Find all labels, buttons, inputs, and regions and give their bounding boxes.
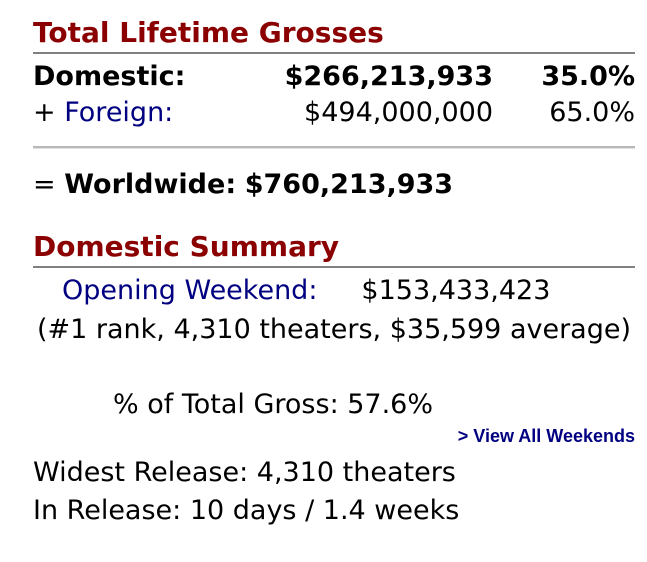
worldwide-gross: = Worldwide: $760,213,933 [33, 167, 453, 203]
foreign-prefix: + [33, 97, 65, 128]
foreign-label-cell: + Foreign: [33, 95, 255, 131]
domestic-summary-rule [33, 266, 635, 268]
foreign-link[interactable]: Foreign: [64, 97, 174, 128]
opening-weekend-link[interactable]: Opening Weekend: [62, 275, 318, 306]
percent-of-total-gross: % of Total Gross: 57.6% [113, 389, 434, 420]
opening-weekend-detail: (#1 rank, 4,310 theaters, $35,599 averag… [36, 314, 632, 345]
domestic-gross-row: Domestic: $266,213,933 35.0% [33, 59, 635, 95]
opening-weekend-value: $153,433,423 [361, 275, 551, 306]
domestic-label: Domestic: [33, 61, 186, 92]
domestic-percent: 35.0% [541, 61, 635, 92]
domestic-summary-title: Domestic Summary [33, 230, 340, 263]
view-all-weekends-link[interactable]: > View All Weekends [457, 426, 635, 446]
foreign-percent: 65.0% [549, 97, 635, 128]
widest-release: Widest Release: 4,310 theaters [33, 457, 456, 488]
foreign-gross-row: + Foreign: $494,000,000 65.0% [33, 95, 635, 131]
worldwide-divider [33, 146, 635, 149]
worldwide-label: Worldwide: [64, 169, 237, 200]
lifetime-grosses-table: Domestic: $266,213,933 35.0% + Foreign: … [33, 59, 635, 131]
foreign-amount: $494,000,000 [304, 97, 493, 128]
opening-weekend-row: Opening Weekend: $153,433,423 [62, 273, 550, 309]
lifetime-grosses-rule [33, 52, 635, 54]
in-release: In Release: 10 days / 1.4 weeks [33, 495, 460, 526]
domestic-amount: $266,213,933 [284, 61, 493, 92]
worldwide-amount: $760,213,933 [244, 169, 454, 200]
worldwide-prefix: = [33, 169, 65, 200]
lifetime-grosses-title: Total Lifetime Grosses [33, 16, 384, 49]
